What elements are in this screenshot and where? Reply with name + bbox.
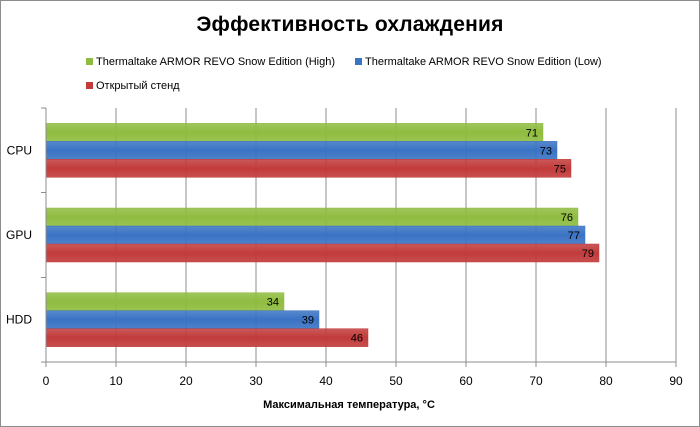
x-tick-label-20: 20 [179,374,193,388]
x-tick-label-40: 40 [319,374,333,388]
legend-swatch-high [86,58,93,65]
data-label-gpu-series-0: 76 [561,212,573,224]
category-label-gpu: GPU [6,228,32,242]
category-label-cpu: CPU [7,143,32,157]
bar-cpu-series-2 [45,159,572,178]
legend-label-high: Thermaltake ARMOR REVO Snow Edition (Hig… [96,56,336,68]
legend-swatch-open-stand [86,82,93,89]
x-tick-label-80: 80 [599,374,613,388]
data-label-hdd-series-2: 46 [351,333,363,345]
bar-gpu-series-1 [45,225,586,245]
legend-swatch-low [355,58,362,65]
bar-cpu-series-0 [45,123,544,142]
data-label-hdd-series-0: 34 [267,297,279,309]
x-tick-label-70: 70 [529,374,543,388]
data-label-cpu-series-0: 71 [526,127,538,139]
bar-hdd-series-2 [45,328,369,347]
legend-item-high: Thermaltake ARMOR REVO Snow Edition (Hig… [86,56,335,68]
x-tick-label-50: 50 [389,374,403,388]
legend-label-open-stand: Открытый стенд [96,80,180,92]
bar-hdd-series-0 [45,292,285,311]
data-label-cpu-series-1: 73 [540,145,552,157]
legend-item-low: Thermaltake ARMOR REVO Snow Edition (Low… [355,56,602,68]
x-tick-label-0: 0 [43,374,50,388]
data-label-hdd-series-1: 39 [302,315,314,327]
data-label-gpu-series-2: 79 [582,248,594,260]
bar-gpu-series-0 [45,207,579,227]
chart-title: Эффективность охлаждения [196,13,504,36]
x-axis-title: Максимальная температура, °C [263,399,435,411]
bar-hdd-series-1 [45,310,320,329]
bar-cpu-series-1 [45,141,558,160]
x-tick-label-60: 60 [459,374,473,388]
bar-gpu-series-2 [45,243,600,263]
x-tick-label-90: 90 [669,374,683,388]
legend-item-open-stand: Открытый стенд [86,80,180,92]
x-tick-label-30: 30 [249,374,263,388]
x-tick-label-10: 10 [109,374,123,388]
legend-label-low: Thermaltake ARMOR REVO Snow Edition (Low… [365,56,602,68]
data-label-gpu-series-1: 77 [568,230,580,242]
category-label-hdd: HDD [6,313,32,327]
data-label-cpu-series-2: 75 [554,163,566,175]
